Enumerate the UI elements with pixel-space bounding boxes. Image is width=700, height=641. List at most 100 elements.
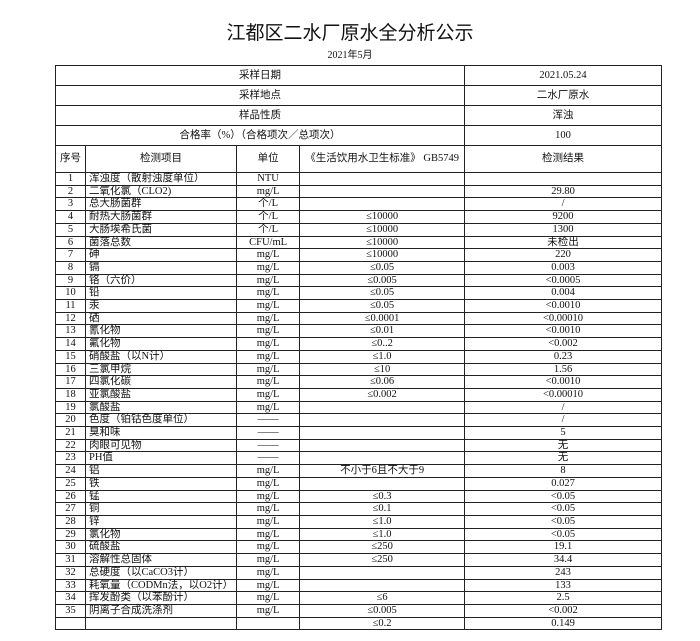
info-row-sampling-date: 采样日期 2021.05.24 [54, 65, 662, 86]
row-unit: —— [236, 413, 301, 428]
row-item: 硒 [84, 311, 238, 326]
row-standard: 不小于6且不大于9 [299, 464, 466, 478]
row-seq: 28 [55, 514, 86, 529]
row-item: 铜 [84, 502, 238, 516]
row-item: 硫酸盐 [84, 540, 238, 555]
row-item: 臭和味 [84, 426, 238, 440]
table-row: 18 亚氯酸盐 mg/L ≤0.002 <0.00010 [55, 387, 662, 402]
row-unit: CFU/mL [236, 235, 301, 250]
table-row: 17 四氯化碳 mg/L ≤0.06 <0.0010 [55, 375, 662, 389]
row-seq: 13 [55, 324, 86, 339]
col-seq: 序号 [55, 145, 86, 173]
row-result: 243 [464, 565, 662, 580]
table-row: 6 菌落总数 CFU/mL ≤10000 未检出 [55, 235, 662, 250]
row-seq [55, 616, 86, 631]
row-result: <0.00010 [464, 387, 662, 402]
row-unit: 个/L [236, 197, 301, 212]
row-seq: 31 [55, 553, 86, 567]
row-standard [299, 400, 466, 415]
row-item: 硝酸盐（以N计） [84, 349, 238, 364]
row-result: 220 [464, 248, 662, 262]
row-item: 三氯甲烷 [84, 362, 238, 377]
row-seq: 18 [55, 387, 86, 402]
table-row: 23 PH值 —— 无 [55, 451, 662, 466]
row-standard: ≤10000 [299, 248, 466, 262]
row-unit: mg/L [236, 502, 301, 516]
row-standard: ≤10000 [299, 210, 466, 224]
row-standard [299, 476, 466, 491]
row-item: 耗氧量（CODMn法，以O2计） [84, 578, 238, 593]
info-row-sample-nature: 样品性质 浑浊 [54, 105, 662, 126]
row-standard: ≤0.002 [299, 387, 466, 402]
row-unit: mg/L [236, 273, 301, 288]
row-item [84, 616, 238, 631]
row-unit: mg/L [236, 375, 301, 389]
row-result: 0.23 [464, 349, 662, 364]
row-seq: 29 [55, 527, 86, 542]
row-seq: 14 [55, 337, 86, 351]
row-item: 铅 [84, 286, 238, 301]
row-standard: ≤250 [299, 553, 466, 567]
row-result: 9200 [464, 210, 662, 224]
row-standard: ≤1.0 [299, 527, 466, 542]
row-standard [299, 413, 466, 428]
row-item: 色度（铂钴色度单位） [84, 413, 238, 428]
row-item: 镉 [84, 260, 238, 275]
row-result: <0.05 [464, 502, 662, 516]
info-value: 2021.05.24 [464, 65, 662, 86]
row-unit: mg/L [236, 362, 301, 377]
info-label: 采样日期 [54, 65, 466, 86]
table-row: 2 二氧化氯（CLO2) mg/L 29.80 [55, 184, 662, 199]
row-standard: ≤10 [299, 362, 466, 377]
table-row: 31 溶解性总固体 mg/L ≤250 34.4 [55, 553, 662, 567]
table-row: 12 硒 mg/L ≤0.0001 <0.00010 [55, 311, 662, 326]
row-standard: ≤1.0 [299, 514, 466, 529]
row-seq: 6 [55, 235, 86, 250]
document-title: 江都区二水厂原水全分析公示 [226, 22, 474, 44]
table-row: 20 色度（铂钴色度单位） —— / [55, 413, 662, 428]
row-seq: 35 [55, 603, 86, 618]
row-result: 1300 [464, 222, 662, 237]
row-result: / [464, 197, 662, 212]
row-result: 1.56 [464, 362, 662, 377]
row-standard: ≤0.005 [299, 273, 466, 288]
row-standard: ≤0.06 [299, 375, 466, 389]
row-item: 二氧化氯（CLO2) [84, 184, 238, 199]
row-seq: 21 [55, 426, 86, 440]
row-standard: ≤0.01 [299, 324, 466, 339]
row-result: 29.80 [464, 184, 662, 199]
table-row: 9 铬（六价） mg/L ≤0.005 <0.0005 [55, 273, 662, 288]
row-seq: 32 [55, 565, 86, 580]
row-unit: —— [236, 426, 301, 440]
row-item: 砷 [84, 248, 238, 262]
row-seq: 1 [55, 172, 86, 186]
row-unit: mg/L [236, 286, 301, 301]
row-item: 亚氯酸盐 [84, 387, 238, 402]
row-item: 总硬度（以CaCO3计） [84, 565, 238, 580]
row-result: 无 [464, 438, 662, 453]
table-row: 8 镉 mg/L ≤0.05 0.003 [55, 260, 662, 275]
info-row-sampling-site: 采样地点 二水厂原水 [54, 85, 662, 106]
row-seq: 33 [55, 578, 86, 593]
row-item: 大肠埃希氏菌 [84, 222, 238, 237]
row-result [464, 172, 662, 186]
row-unit: mg/L [236, 299, 301, 313]
row-seq: 3 [55, 197, 86, 212]
row-standard [299, 197, 466, 212]
row-result: <0.0005 [464, 273, 662, 288]
row-result: <0.05 [464, 514, 662, 529]
row-item: 溶解性总固体 [84, 553, 238, 567]
row-unit: mg/L [236, 337, 301, 351]
row-standard: ≤0.1 [299, 502, 466, 516]
col-item: 检测项目 [84, 145, 238, 173]
row-seq: 8 [55, 260, 86, 275]
row-result: 8 [464, 464, 662, 478]
row-seq: 23 [55, 451, 86, 466]
table-row: 21 臭和味 —— 5 [55, 426, 662, 440]
table-row: 33 耗氧量（CODMn法，以O2计） mg/L 133 [55, 578, 662, 593]
row-unit: mg/L [236, 603, 301, 618]
table-row: 30 硫酸盐 mg/L ≤250 19.1 [55, 540, 662, 555]
table-row: ≤0.2 0.149 [55, 616, 662, 631]
row-result: 0.027 [464, 476, 662, 491]
analysis-table: 采样日期 2021.05.24 采样地点 二水厂原水 样品性质 浑浊 合格率（%）（合… [54, 65, 662, 631]
